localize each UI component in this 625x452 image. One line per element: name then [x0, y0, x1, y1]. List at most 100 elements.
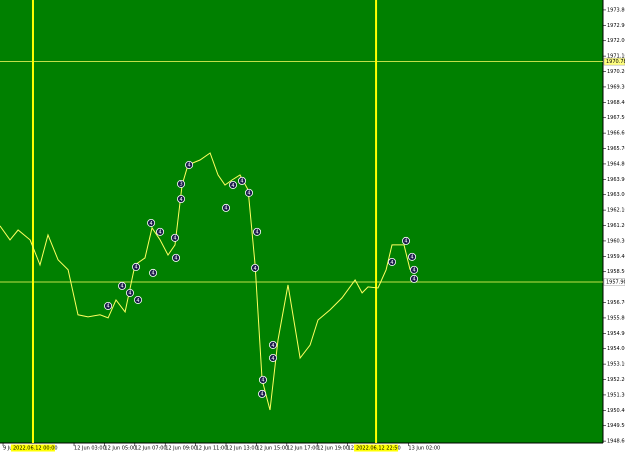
x-tick-label: 12 Jun 05:00 [104, 446, 136, 452]
trade-marker-dot [118, 281, 127, 290]
trade-marker-dot [258, 375, 267, 384]
trade-marker-dot [402, 236, 411, 245]
price-label-box [603, 57, 625, 66]
y-tick-label: 1963.00 [607, 192, 625, 198]
trade-marker: 4 [222, 203, 231, 212]
trade-marker: 4 [388, 257, 397, 266]
trade-marker-label: 4 [412, 268, 415, 274]
y-tick-label: 1953.10 [607, 362, 625, 368]
trade-marker-dot [147, 218, 156, 227]
y-tick-label: 1966.60 [607, 131, 625, 137]
trade-marker-label: 4 [120, 284, 123, 290]
trade-marker: 4 [408, 252, 417, 261]
time-label-box [354, 444, 399, 452]
trade-marker: 4 [185, 160, 194, 169]
trade-marker-dot [132, 262, 141, 271]
time-label-box [10, 444, 55, 452]
trade-marker-dot [104, 301, 113, 310]
trade-marker-label: 4 [187, 163, 190, 169]
trade-marker: 4 [229, 180, 238, 189]
trade-marker: 4 [156, 227, 165, 236]
trade-marker: 4 [132, 262, 141, 271]
trade-marker: 4 [410, 274, 419, 283]
trade-marker-dot [229, 180, 238, 189]
trade-marker-dot [268, 353, 277, 362]
y-tick-label: 1967.50 [607, 115, 625, 121]
trade-marker-label: 4 [231, 183, 234, 189]
trade-marker-dot [237, 176, 246, 185]
trade-marker-label: 4 [179, 197, 182, 203]
trade-marker-dot [185, 160, 194, 169]
x-tick-label: 12 Jun 15:00 [256, 446, 288, 452]
trade-marker: 4 [170, 233, 179, 242]
trade-marker-dot [125, 288, 134, 297]
y-tick-label: 1964.80 [607, 161, 625, 167]
trade-marker-dot [170, 233, 179, 242]
trade-marker: 4 [104, 301, 113, 310]
y-tick-label: 1972.90 [607, 23, 625, 29]
trade-marker-dot [410, 274, 419, 283]
y-tick-label: 1959.40 [607, 254, 625, 260]
trade-marker-label: 4 [173, 236, 176, 242]
trade-marker-dot [410, 265, 419, 274]
trade-marker-label: 4 [149, 221, 152, 227]
trade-marker-label: 4 [158, 230, 161, 236]
y-tick-label: 1950.40 [607, 408, 625, 414]
y-tick-label: 1963.90 [607, 177, 625, 183]
trade-marker-label: 4 [224, 206, 227, 212]
trade-marker-label: 4 [404, 239, 407, 245]
x-tick-label: 12 Jun 13:00 [226, 446, 258, 452]
y-tick-label: 1970.20 [607, 69, 625, 75]
trade-marker-dot [251, 263, 260, 272]
trade-marker: 4 [258, 375, 267, 384]
trade-marker-dot [388, 257, 397, 266]
trade-marker-label: 4 [240, 179, 243, 185]
trade-marker: 4 [410, 265, 419, 274]
y-tick-label: 1961.20 [607, 223, 625, 229]
trade-marker: 4 [253, 227, 262, 236]
price-line [0, 152, 411, 411]
trade-marker-dot [149, 268, 158, 277]
trade-marker-dot [408, 252, 417, 261]
trade-marker: 4 [172, 253, 181, 262]
trade-marker: 4 [118, 281, 127, 290]
trade-marker-dot [258, 389, 267, 398]
y-tick-label: 1949.50 [607, 423, 625, 429]
trade-marker-dot [253, 227, 262, 236]
trade-marker-label: 4 [134, 265, 137, 271]
y-tick-label: 1972.00 [607, 38, 625, 44]
price-label-box [603, 278, 625, 286]
price-level-label: 1957.90 [606, 279, 625, 285]
trade-marker: 4 [268, 340, 277, 349]
x-tick-label: 12 Jun 03:00 [74, 446, 106, 452]
trade-marker-label: 4 [174, 256, 177, 262]
trade-marker: 4 [268, 353, 277, 362]
y-tick-label: 1960.30 [607, 238, 625, 244]
trade-marker-label: 4 [136, 298, 139, 304]
trade-marker-label: 4 [261, 378, 264, 384]
y-tick-label: 1969.30 [607, 84, 625, 90]
trade-marker-dot [244, 188, 253, 197]
trade-marker: 4 [177, 194, 186, 203]
trade-marker-label: 4 [412, 277, 415, 283]
trade-marker-dot [268, 340, 277, 349]
y-tick-label: 1971.10 [607, 54, 625, 60]
trade-marker-label: 4 [390, 260, 393, 266]
y-tick-label: 1973.80 [607, 7, 625, 13]
trade-marker-dot [222, 203, 231, 212]
trade-marker: 4 [251, 263, 260, 272]
y-tick-label: 1948.60 [607, 439, 625, 445]
trade-marker: 4 [244, 188, 253, 197]
trade-marker-label: 4 [247, 191, 250, 197]
trade-marker: 4 [147, 218, 156, 227]
trade-marker-dot [177, 194, 186, 203]
trade-marker: 4 [237, 176, 246, 185]
trade-marker-dot [134, 295, 143, 304]
trade-marker-label: 4 [255, 230, 258, 236]
x-tick-label: 9 Jun [3, 446, 16, 452]
y-tick-label: 1954.90 [607, 331, 625, 337]
trade-marker: 4 [134, 295, 143, 304]
x-tick-label: 12 Jun 17:00 [287, 446, 319, 452]
plot-area [0, 0, 603, 443]
